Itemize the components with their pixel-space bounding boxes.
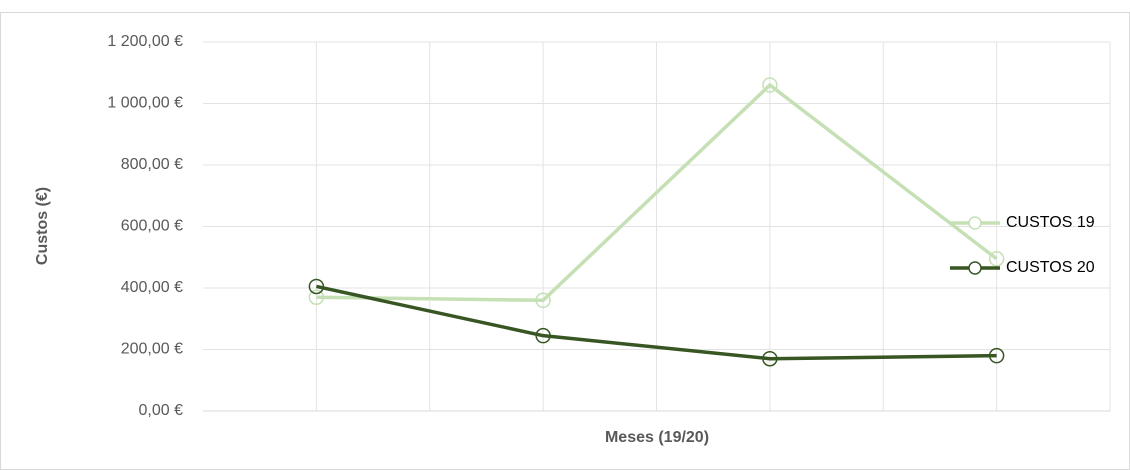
series-line (316, 284, 997, 361)
legend-marker (968, 216, 982, 230)
y-tick-label: 1 200,00 € (107, 33, 183, 50)
data-point (308, 289, 325, 305)
y-tick-label: 200,00 € (121, 341, 183, 358)
data-point (988, 251, 1005, 267)
series-line (316, 83, 998, 303)
x-axis-label: Meses (19/20) (605, 429, 709, 446)
data-point (988, 347, 1005, 364)
data-point (535, 292, 551, 309)
y-tick-label: 600,00 € (121, 218, 183, 235)
chart-border (0, 12, 1130, 470)
data-point (762, 350, 778, 367)
data-point (762, 77, 778, 93)
y-tick-label: 0,00 € (139, 402, 184, 419)
legend-label: CUSTOS 20 (1006, 259, 1095, 276)
legend-label: CUSTOS 19 (1006, 214, 1095, 231)
y-axis-label: Custos (€) (34, 187, 51, 265)
legend-marker (968, 261, 982, 275)
data-point (535, 327, 551, 344)
data-point (308, 278, 325, 295)
y-tick-label: 800,00 € (121, 156, 183, 173)
y-tick-label: 400,00 € (121, 279, 183, 296)
y-tick-label: 1 000,00 € (107, 95, 183, 112)
